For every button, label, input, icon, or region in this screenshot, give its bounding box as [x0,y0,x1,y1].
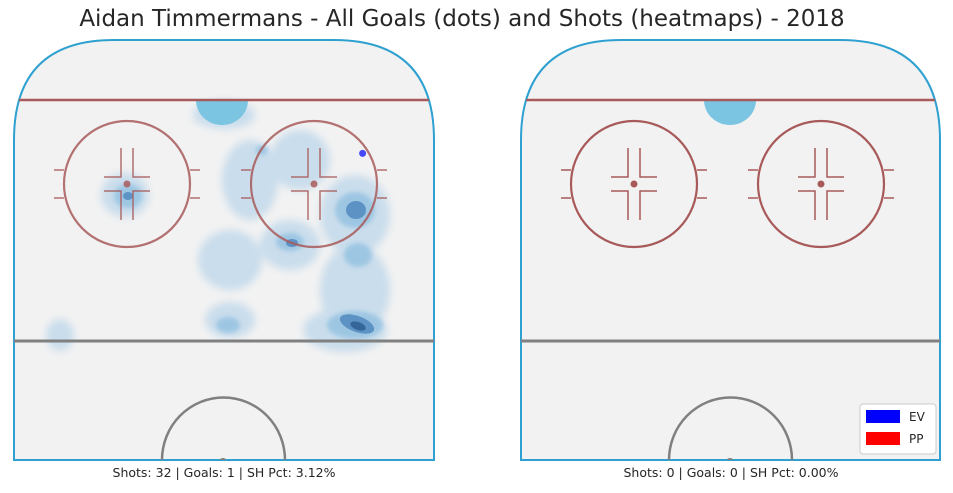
right-hash-marks [561,148,894,220]
chart-title: Aidan Timmermans - All Goals (dots) and … [79,6,845,32]
left-rink [13,39,435,461]
left-hash-marks [54,148,387,220]
legend-swatch-ev [866,410,900,423]
legend-label-ev: EV [909,410,926,424]
legend-swatch-pp [866,432,900,445]
left-center-circle [160,396,287,460]
right-rink [520,39,941,461]
legend: EV PP [859,403,937,455]
left-crease [196,100,248,125]
right-rink-ice [520,39,941,461]
right-caption: Shots: 0 | Goals: 0 | SH Pct: 0.00% [623,465,838,480]
right-crease [704,100,756,125]
right-center-circle [667,396,794,460]
goal-dot [359,149,367,157]
legend-label-pp: PP [909,432,923,446]
right-faceoff-circles [569,119,886,249]
left-faceoff-circles [62,119,379,249]
left-caption: Shots: 32 | Goals: 1 | SH Pct: 3.12% [113,465,336,480]
left-goal-dots [359,149,367,157]
